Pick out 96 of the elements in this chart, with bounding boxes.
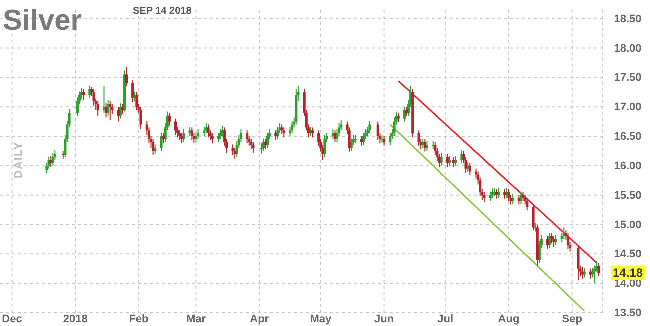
candlestick — [190, 127, 194, 141]
candlestick — [174, 118, 178, 136]
y-tick-label: 14.50 — [614, 248, 642, 261]
y-tick-label: 18.00 — [614, 42, 642, 55]
candlestick — [566, 233, 570, 250]
candlestick — [489, 191, 492, 202]
x-tick-label: Aug — [498, 314, 520, 326]
candlestick — [162, 133, 165, 144]
candlestick — [581, 266, 584, 280]
candlestick — [589, 268, 592, 280]
y-tick-label: 17.00 — [614, 102, 642, 114]
candlestick — [264, 138, 268, 150]
candlestick — [266, 132, 270, 149]
candlestick — [178, 130, 182, 141]
candlestick — [504, 188, 506, 200]
candlestick — [334, 130, 337, 143]
candlestick — [324, 134, 326, 158]
candlestick — [491, 188, 494, 199]
candlestick — [217, 132, 220, 143]
candlestick — [532, 204, 535, 232]
candlestick — [82, 88, 86, 101]
candlestick — [282, 127, 286, 138]
candlestick — [446, 154, 449, 168]
candlestick — [109, 100, 112, 121]
y-tick-label: 16.50 — [614, 131, 642, 144]
candlestick — [168, 112, 171, 126]
candlestick — [274, 130, 278, 141]
candlestick — [546, 236, 550, 250]
candlestick — [554, 234, 558, 246]
candlestick — [234, 148, 236, 160]
x-tick-label: Jul — [438, 314, 454, 326]
candlestick — [50, 156, 52, 168]
candlestick — [368, 120, 372, 134]
candlestick — [468, 162, 472, 176]
text: 14.18 — [612, 266, 644, 280]
candlestick — [152, 138, 155, 156]
candlestick — [311, 127, 314, 138]
candlestick — [280, 124, 284, 135]
x-tick-label: Apr — [250, 314, 270, 326]
x-tick-label: Mar — [186, 314, 207, 326]
candlestick — [291, 120, 294, 134]
candlestick — [125, 66, 128, 87]
x-tick-label: 2018 — [63, 314, 88, 326]
x-tick-label: Jun — [374, 314, 394, 326]
candlestick — [276, 126, 280, 140]
candlestick — [246, 130, 249, 144]
candlestick — [140, 106, 142, 130]
chart-title: Silver — [3, 5, 82, 37]
y-tick-label: 13.50 — [614, 308, 642, 320]
candlestick — [526, 198, 529, 212]
candlestick — [219, 128, 222, 140]
candlestick — [104, 103, 108, 118]
candlestick — [405, 106, 408, 117]
candlestick — [389, 132, 392, 146]
candlestick — [403, 106, 406, 122]
candlestick — [534, 223, 537, 232]
candlestick — [260, 143, 263, 155]
candlestick — [483, 192, 486, 203]
candlestick — [196, 128, 200, 140]
candlestick — [211, 133, 214, 144]
y-tick-label: 15.50 — [614, 190, 642, 202]
x-tick-label: Feb — [129, 314, 150, 326]
candlestick — [376, 121, 380, 141]
candlestick — [552, 236, 556, 248]
y-tick-label: 18.50 — [614, 13, 642, 26]
candlestick — [117, 106, 120, 122]
candlestick — [424, 138, 426, 152]
candlestick — [252, 142, 255, 154]
candlestick — [508, 188, 510, 202]
candlestick — [160, 132, 163, 152]
candlestick — [594, 265, 596, 284]
candlestick — [92, 88, 96, 106]
y-tick-label: 16.00 — [614, 160, 642, 172]
chart-subtitle: SEP 14 2018 — [133, 6, 192, 17]
candlestick — [598, 262, 600, 278]
y-tick-label: 15.00 — [614, 219, 642, 232]
candlestick — [121, 104, 124, 115]
candlestick — [360, 136, 364, 146]
candlestick — [577, 244, 580, 282]
candlestick — [418, 130, 420, 146]
candlestick — [232, 144, 234, 156]
candlestick — [96, 100, 100, 116]
candlestick — [397, 112, 400, 123]
x-tick-label: Dec — [2, 314, 22, 326]
candlestick — [132, 80, 134, 103]
y-tick-label: 17.50 — [614, 72, 642, 84]
x-tick-label: May — [310, 314, 332, 326]
annotation: DAILY — [13, 142, 25, 178]
candlestick — [452, 156, 456, 168]
x-tick-label: Sep — [562, 314, 583, 326]
candlestick — [550, 233, 554, 244]
candlestick — [203, 126, 206, 137]
candlestick — [250, 138, 253, 150]
candlestick — [180, 133, 184, 144]
candlestick — [207, 124, 210, 138]
candlestick — [182, 128, 186, 143]
